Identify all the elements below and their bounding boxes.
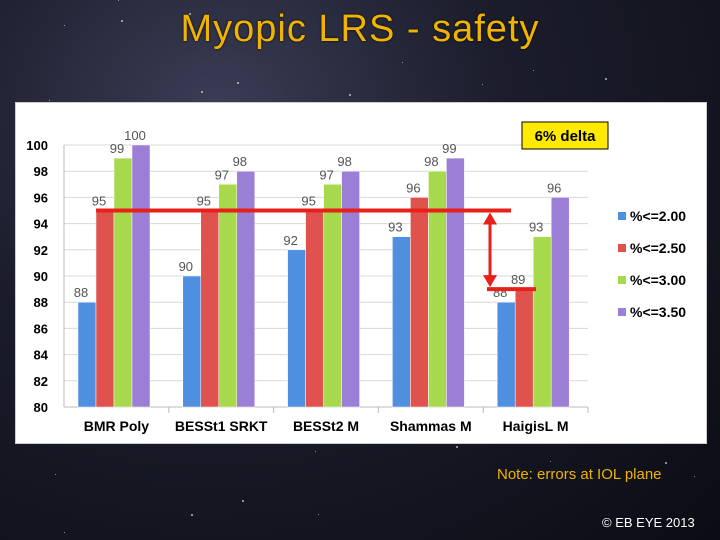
delta-arrowhead-down <box>483 275 497 288</box>
star <box>201 91 203 93</box>
star <box>315 451 316 452</box>
bar <box>341 170 360 408</box>
y-tick-label: 88 <box>34 295 48 310</box>
copyright-text: © EB EYE 2013 <box>602 515 695 530</box>
star <box>55 474 56 475</box>
star <box>482 84 483 85</box>
star <box>121 20 123 22</box>
star <box>49 100 50 101</box>
bar <box>392 236 411 408</box>
data-label: 90 <box>179 259 193 274</box>
legend-swatch <box>618 244 626 252</box>
slide-title: Myopic LRS - safety <box>180 8 540 50</box>
y-tick-label: 80 <box>34 400 48 415</box>
delta-label: 6% delta <box>535 128 597 145</box>
bar <box>446 157 465 408</box>
bar <box>514 288 534 408</box>
bar <box>496 301 516 408</box>
star <box>605 78 607 80</box>
star <box>550 461 551 462</box>
star <box>189 13 191 15</box>
bar <box>131 144 151 408</box>
data-label: 95 <box>197 194 211 209</box>
y-tick-label: 84 <box>34 348 49 363</box>
bar <box>95 210 115 408</box>
legend-swatch <box>618 308 626 316</box>
star <box>242 500 244 502</box>
category-label: HaigisL M <box>503 418 569 434</box>
legend-label: %<=3.50 <box>630 304 686 320</box>
data-label: 95 <box>301 194 315 209</box>
bar <box>113 157 133 408</box>
y-tick-label: 86 <box>34 321 48 336</box>
data-label: 92 <box>283 233 297 248</box>
category-label: Shammas M <box>390 418 472 434</box>
category-label: BESSt2 M <box>293 418 359 434</box>
data-label: 96 <box>547 180 561 195</box>
data-label: 98 <box>233 154 247 169</box>
star <box>191 514 193 516</box>
bar <box>550 197 570 408</box>
delta-label-box <box>521 121 609 150</box>
star <box>665 462 667 464</box>
y-tick-label: 92 <box>34 243 48 258</box>
data-label: 100 <box>124 128 146 143</box>
star <box>64 25 65 26</box>
data-label: 97 <box>215 167 229 182</box>
bar <box>532 236 552 408</box>
star <box>694 476 695 477</box>
star <box>533 70 534 71</box>
category-label: BESSt1 SRKT <box>175 418 268 434</box>
data-label: 89 <box>511 272 525 287</box>
star <box>402 62 403 63</box>
bar <box>410 197 429 408</box>
bar <box>428 170 447 408</box>
bar <box>305 210 324 408</box>
star <box>674 521 675 522</box>
bar <box>323 184 342 408</box>
data-label: 99 <box>110 141 124 156</box>
delta-arrowhead-up <box>483 212 497 225</box>
y-tick-label: 100 <box>26 138 48 153</box>
star <box>64 532 65 533</box>
y-tick-label: 90 <box>34 269 48 284</box>
legend-swatch <box>618 212 626 220</box>
category-label: BMR Poly <box>84 418 150 434</box>
chart-panel: 80 82 84 86 88 90 92 94 96 98 100 88 95 99 100 BMR Poly… <box>15 102 707 444</box>
star <box>456 446 458 448</box>
data-label: 96 <box>406 180 420 195</box>
legend-label: %<=3.00 <box>630 272 686 288</box>
star <box>118 0 119 1</box>
bar <box>236 170 256 408</box>
y-tick-label: 98 <box>34 164 48 179</box>
legend-swatch <box>618 276 626 284</box>
star <box>237 82 239 84</box>
data-label: 88 <box>74 285 88 300</box>
legend-label: %<=2.50 <box>630 240 686 256</box>
bar <box>182 275 202 408</box>
data-label: 98 <box>424 154 438 169</box>
y-tick-label: 82 <box>34 374 48 389</box>
bar <box>200 210 220 408</box>
star <box>349 94 351 96</box>
bar <box>287 249 306 408</box>
data-label: 95 <box>92 194 106 209</box>
data-label: 99 <box>442 141 456 156</box>
data-label: 98 <box>337 154 351 169</box>
star <box>318 514 319 515</box>
bar <box>218 184 238 408</box>
data-label: 93 <box>529 220 543 235</box>
y-tick-label: 96 <box>34 190 48 205</box>
data-label: 97 <box>319 167 333 182</box>
footnote: Note: errors at IOL plane <box>497 466 662 483</box>
bar <box>77 301 97 408</box>
y-tick-label: 94 <box>34 217 49 232</box>
data-label: 93 <box>388 220 402 235</box>
legend-label: %<=2.00 <box>630 208 686 224</box>
